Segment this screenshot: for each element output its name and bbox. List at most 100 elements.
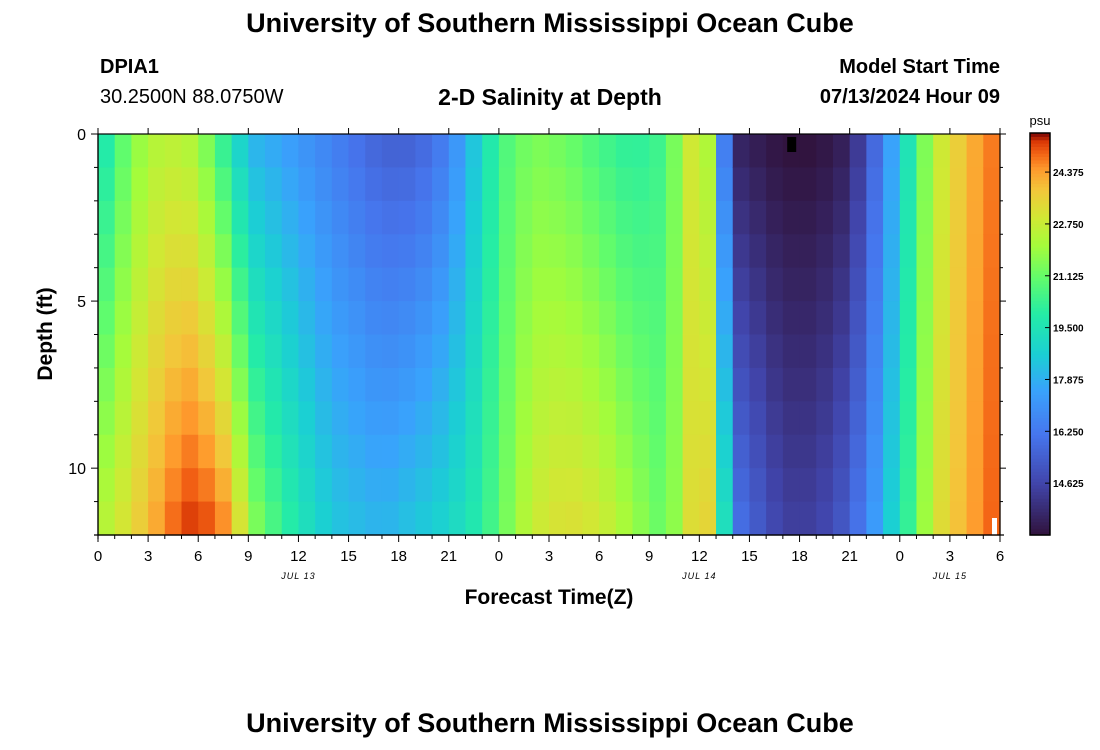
heatmap-cell [148,200,166,235]
colorbar-segment [1030,451,1050,456]
heatmap-cell [448,267,467,302]
heatmap-cell [381,167,400,202]
colorbar-segment [1030,411,1050,415]
heatmap-cell [599,367,617,402]
heatmap-cell [565,234,584,269]
heatmap-cell [949,134,968,169]
colorbar-segment [1030,133,1050,137]
colorbar-segment [1030,491,1050,496]
heatmap-cell [114,334,133,369]
heatmap-cell [699,267,717,302]
heatmap-cell [465,501,483,536]
heatmap-cell [632,434,650,469]
heatmap-cell [983,267,1001,302]
colorbar-segment [1030,267,1050,271]
heatmap-cell [732,401,751,436]
heatmap-cell [381,367,400,402]
heatmap-cell [131,200,149,235]
heatmap-cell [231,234,249,269]
heatmap-cell [298,434,316,469]
heatmap-cell [465,468,483,503]
heatmap-cell [415,468,433,503]
heatmap-cell [214,501,233,536]
heatmap-cell [181,134,199,169]
heatmap-cell [148,334,166,369]
heatmap-cell [899,167,918,202]
heatmap-cell [766,334,784,369]
heatmap-cell [164,401,183,436]
x-tick-label: 9 [244,548,252,565]
heatmap-cells [98,134,1001,536]
heatmap-cell [599,167,617,202]
heatmap-cell [916,267,934,302]
heatmap-cell [966,334,984,369]
heatmap-cell [331,367,350,402]
heatmap-cell [649,267,667,302]
x-tick-label: 18 [791,548,808,565]
heatmap-cell [549,267,567,302]
heatmap-cell [131,367,149,402]
heatmap-cell [114,200,133,235]
x-date-label: JUL 14 [681,571,716,581]
heatmap-cell [482,234,500,269]
heatmap-cell [832,468,851,503]
colorbar-segment [1030,153,1050,158]
colorbar-segment [1030,186,1050,191]
heatmap-cell [331,167,350,202]
colorbar-segment [1030,354,1050,359]
colorbar-segment [1030,340,1050,345]
station-coordinates: 30.2500N 88.0750W [100,86,284,108]
heatmap-cell [381,401,400,436]
heatmap-cell [615,401,634,436]
heatmap-cell [983,167,1001,202]
x-tick-label: 3 [144,548,152,565]
heatmap-cell [899,468,918,503]
heatmap-cell [498,401,517,436]
heatmap-cell [983,367,1001,402]
colorbar-segment [1030,330,1050,335]
heatmap-cell [398,334,416,369]
heatmap-cell [281,234,300,269]
colorbar-segment [1030,414,1050,419]
colorbar-segment [1030,179,1050,184]
x-tick-label: 6 [996,548,1004,565]
heatmap-cell [866,501,884,536]
heatmap-cell [582,301,600,336]
heatmap-cell [315,301,333,336]
heatmap-cell [365,267,383,302]
heatmap-cell [348,267,366,302]
heatmap-cell [632,334,650,369]
heatmap-cell [198,334,216,369]
heatmap-cell [699,367,717,402]
heatmap-cell [198,468,216,503]
heatmap-cell [164,200,183,235]
colorbar-segment [1030,481,1050,486]
heatmap-cell [599,234,617,269]
heatmap-cell [432,234,450,269]
x-tick-label: 0 [495,548,503,565]
heatmap-cell [615,134,634,169]
heatmap-cell [732,301,751,336]
heatmap-cell [933,434,951,469]
colorbar-segment [1030,431,1050,436]
heatmap-cell [148,301,166,336]
heatmap-cell [148,134,166,169]
heatmap-cell [465,134,483,169]
heatmap-cell [782,200,801,235]
colorbar-tick-label: 22.750 [1053,220,1084,231]
heatmap-cell [248,367,266,402]
colorbar-segment [1030,461,1050,466]
heatmap-cell [465,267,483,302]
heatmap-cell [415,234,433,269]
heatmap-cell [782,434,801,469]
x-tick-label: 15 [340,548,357,565]
colorbar-segment [1030,313,1050,318]
heatmap-cell [966,401,984,436]
heatmap-cell [381,267,400,302]
heatmap-cell [465,367,483,402]
heatmap-cell [114,468,133,503]
heatmap-cell [415,167,433,202]
colorbar-segment [1030,337,1050,342]
heatmap-cell [549,167,567,202]
heatmap-cell [214,267,233,302]
